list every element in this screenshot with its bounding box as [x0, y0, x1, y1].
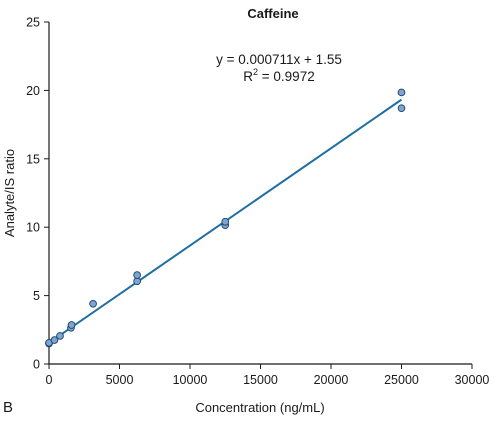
data-point	[56, 332, 64, 340]
data-point	[397, 88, 406, 97]
data-point	[50, 336, 59, 344]
data-point	[133, 271, 141, 279]
data-point	[89, 299, 97, 308]
y-ticks: 0 5 10 15 20 25	[26, 16, 49, 372]
r-squared-label: R2 = 0.9972	[243, 67, 314, 84]
r-squared-r: R	[243, 69, 253, 84]
y-axis-label: Analyte/IS ratio	[2, 149, 17, 237]
panel-label: B	[3, 399, 13, 416]
data-points	[45, 88, 406, 348]
x-ticks: 0 5000 10000 15000 20000 25000 30000	[46, 364, 490, 387]
x-tick-label: 0	[46, 373, 53, 387]
r-squared-superscript: 2	[253, 67, 258, 77]
regression-equation: y = 0.000711x + 1.55	[216, 52, 342, 67]
y-tick-label: 10	[26, 221, 40, 235]
y-tick-label: 15	[26, 152, 40, 166]
x-tick-label: 20000	[314, 373, 349, 387]
data-point	[67, 321, 76, 329]
x-tick-label: 30000	[455, 373, 490, 387]
r-squared-value: = 0.9972	[258, 69, 315, 84]
x-axis-label: Concentration (ng/mL)	[195, 400, 324, 415]
data-point	[397, 104, 406, 113]
y-tick-label: 25	[26, 16, 40, 30]
y-tick-label: 5	[33, 289, 40, 303]
y-tick-label: 0	[33, 358, 40, 372]
y-tick-label: 20	[26, 84, 40, 98]
x-tick-label: 10000	[173, 373, 208, 387]
data-point	[221, 217, 230, 226]
x-tick-label: 15000	[243, 373, 278, 387]
x-tick-label: 5000	[106, 373, 134, 387]
chart-title: Caffeine	[247, 6, 298, 21]
x-tick-label: 25000	[384, 373, 419, 387]
plot-area: 0 5000 10000 15000 20000 25000 30000 0 5 10 15 20 2…	[26, 16, 489, 388]
